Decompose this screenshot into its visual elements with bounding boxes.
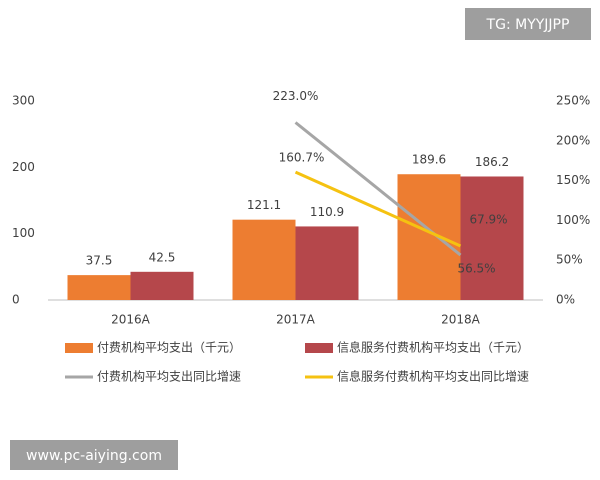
legend-swatch: [65, 343, 93, 353]
legend-swatch: [305, 343, 333, 353]
value-label: 37.5: [86, 254, 113, 268]
legend-label: 付费机构平均支出同比增速: [97, 369, 241, 384]
y2-tick-label: 250%: [556, 94, 590, 108]
value-label: 56.5%: [457, 262, 495, 276]
value-label: 186.2: [475, 155, 509, 169]
value-label: 110.9: [310, 205, 344, 219]
y-tick-label: 300: [12, 94, 35, 108]
x-tick-label: 2018A: [441, 313, 481, 327]
y2-tick-label: 100%: [556, 213, 590, 227]
y-tick-label: 100: [12, 226, 35, 240]
y-tick-label: 200: [12, 160, 35, 174]
y2-tick-label: 200%: [556, 133, 590, 147]
bar: [460, 176, 524, 300]
line: [294, 170, 462, 248]
value-label: 160.7%: [279, 151, 325, 165]
y2-tick-label: 150%: [556, 173, 590, 187]
legend-label: 信息服务付费机构平均支出同比增速: [337, 369, 529, 384]
y-tick-label: 0: [12, 293, 20, 307]
value-label: 67.9%: [469, 212, 507, 226]
watermark: www.pc-aiying.com: [26, 448, 162, 464]
value-label: 121.1: [247, 198, 281, 212]
bar: [232, 219, 296, 300]
x-tick-label: 2017A: [276, 313, 316, 327]
value-label: 223.0%: [273, 89, 319, 103]
legend-label: 信息服务付费机构平均支出（千元）: [337, 340, 529, 355]
bar: [130, 271, 194, 300]
legend-label: 付费机构平均支出（千元）: [97, 340, 241, 355]
value-label: 189.6: [412, 153, 446, 167]
watermark-box: [465, 8, 591, 40]
bar: [295, 226, 359, 300]
bar: [67, 275, 131, 300]
value-label: 42.5: [149, 250, 176, 264]
watermark-box: [10, 440, 178, 470]
watermark: TG: MYYJJPP: [486, 17, 570, 33]
x-tick-label: 2016A: [111, 313, 151, 327]
bar: [397, 174, 461, 300]
y2-tick-label: 50%: [556, 253, 583, 267]
y2-tick-label: 0%: [556, 293, 575, 307]
